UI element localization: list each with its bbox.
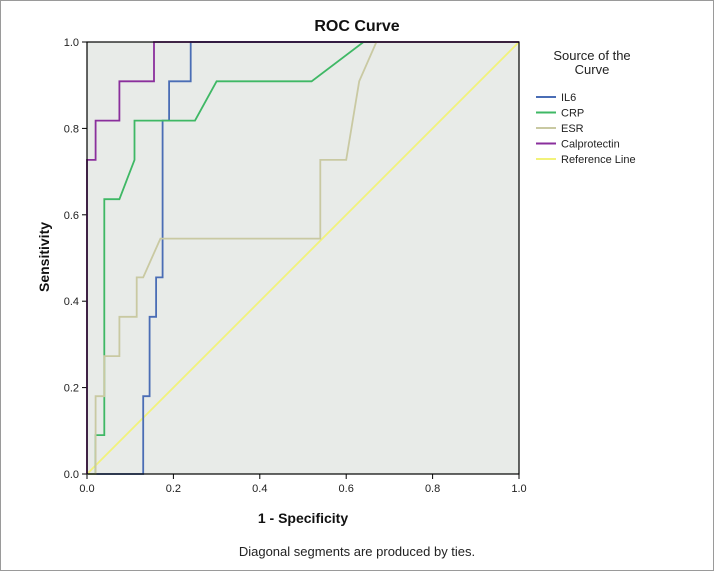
legend-entry: CRP (561, 108, 584, 120)
x-tick-label: 0.6 (339, 483, 354, 495)
footnote: Diagonal segments are produced by ties. (239, 544, 475, 559)
y-tick-label: 0.8 (64, 123, 79, 135)
legend-title: Source of the Curve (553, 48, 630, 77)
series-line-esr (87, 41, 519, 475)
x-tick-label: 0.0 (79, 483, 94, 495)
legend-title-line1: Source of the (553, 48, 630, 63)
axis-ticks: 0.0 0.2 0.4 0.6 0.8 1.0 0.0 0.2 0.4 0.6 0.8 1.0 (64, 37, 527, 495)
series-line-il6 (87, 41, 519, 475)
legend-entry: Calprotectin (561, 139, 620, 151)
legend-entry: Reference Line (561, 154, 636, 166)
series-line-calprotectin (86, 41, 519, 474)
series-line-reference-line (86, 41, 520, 475)
x-tick-label: 0.4 (252, 483, 267, 495)
legend-entry: IL6 (561, 92, 576, 104)
x-tick-label: 1.0 (511, 483, 526, 495)
legend: Source of the Curve IL6 CRP ESR Calprotectin… (536, 48, 636, 166)
legend-title-line2: Curve (575, 62, 610, 77)
y-tick-label: 0.6 (64, 210, 79, 222)
y-tick-label: 1.0 (64, 37, 79, 49)
y-tick-label: 0.0 (64, 469, 79, 481)
x-tick-label: 0.8 (425, 483, 440, 495)
x-tick-label: 0.2 (166, 483, 181, 495)
y-tick-label: 0.4 (64, 296, 79, 308)
chart-title: ROC Curve (314, 18, 399, 35)
plot-border (86, 41, 520, 475)
x-axis-label: 1 - Specificity (258, 510, 348, 526)
series-group (86, 41, 520, 475)
y-tick-label: 0.2 (64, 383, 79, 395)
y-axis-label: Sensitivity (36, 222, 52, 292)
legend-entry: ESR (561, 123, 584, 135)
series-line-crp (87, 41, 519, 475)
